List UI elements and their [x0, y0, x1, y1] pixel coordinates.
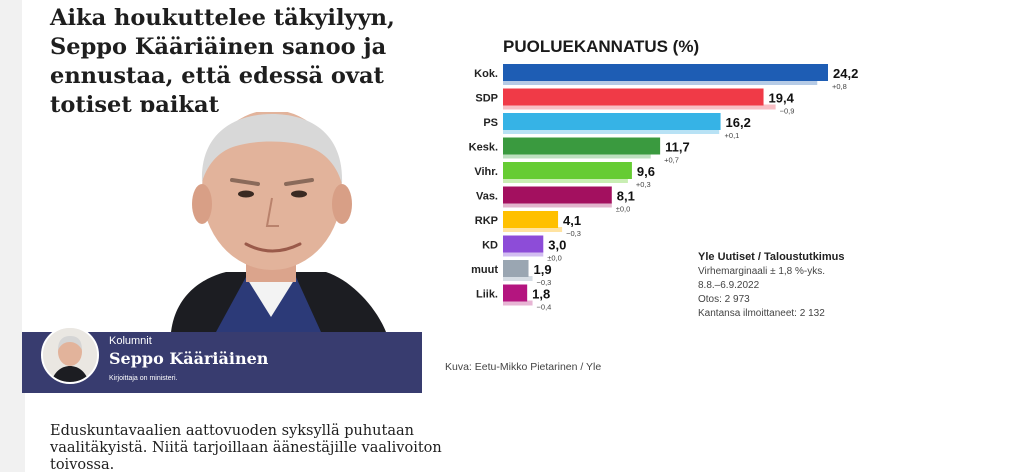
value-label-5: 8,1	[617, 189, 635, 204]
previous-bar-9	[503, 300, 533, 306]
change-label-3: +0,7	[664, 156, 679, 165]
value-label-2: 16,2	[726, 115, 751, 130]
chart-title: PUOLUEKANNATUS (%)	[503, 37, 699, 56]
previous-bar-5	[503, 202, 612, 208]
bar-3	[503, 137, 661, 155]
change-label-2: +0,1	[725, 131, 740, 140]
change-label-4: +0,3	[636, 180, 651, 189]
value-label-8: 1,9	[534, 262, 552, 277]
change-label-6: −0,3	[566, 229, 581, 238]
category-label-4: Vihr.	[474, 166, 498, 178]
previous-bar-4	[503, 178, 628, 183]
previous-bar-3	[503, 153, 651, 159]
bar-9	[503, 284, 528, 302]
category-label-6: RKP	[475, 215, 498, 227]
chart-source-dates: 8.8.–6.9.2022	[698, 280, 760, 291]
left-background-strip-bottom	[22, 393, 25, 472]
category-label-5: Vas.	[476, 191, 498, 203]
bar-5	[503, 186, 612, 204]
category-label-7: KD	[482, 240, 498, 252]
author-name: Seppo Kääriäinen	[109, 349, 269, 368]
previous-bar-8	[503, 276, 533, 281]
category-label-0: Kok.	[474, 68, 498, 80]
change-label-0: +0,8	[832, 82, 847, 91]
change-label-5: ±0,0	[616, 205, 631, 214]
bar-6	[503, 211, 559, 228]
bar-7	[503, 235, 544, 253]
image-caption: Kuva: Eetu-Mikko Pietarinen / Yle	[445, 361, 602, 373]
previous-bar-1	[503, 104, 776, 110]
bar-2	[503, 113, 721, 130]
value-label-3: 11,7	[665, 140, 690, 155]
party-support-chart: PUOLUEKANNATUS (%) Kok. 24,2 +0,8 SDP 19,4 −0…	[430, 0, 885, 360]
value-label-4: 9,6	[637, 164, 655, 179]
change-label-9: −0,4	[537, 303, 552, 312]
change-label-8: −0,3	[537, 278, 552, 287]
category-label-3: Kesk.	[469, 142, 498, 154]
change-label-1: −0,9	[780, 107, 795, 116]
article-lead: Eduskuntavaalien aattovuoden syksyllä pu…	[50, 423, 442, 473]
chart-source-sample: Otos: 2 973	[698, 294, 750, 305]
chart-source-name: Yle Uutiset / Taloustutkimus	[698, 251, 845, 263]
bar-0	[503, 64, 828, 81]
category-label-8: muut	[471, 264, 498, 276]
value-label-1: 19,4	[769, 91, 795, 106]
bar-1	[503, 88, 764, 106]
value-label-6: 4,1	[563, 213, 581, 228]
previous-bar-7	[503, 251, 544, 257]
previous-bar-6	[503, 227, 563, 232]
change-label-7: ±0,0	[547, 254, 562, 263]
author-portrait-photo	[96, 112, 422, 332]
previous-bar-0	[503, 80, 818, 85]
left-background-strip	[0, 0, 22, 472]
bar-4	[503, 162, 632, 179]
value-label-0: 24,2	[833, 66, 858, 81]
category-label-2: PS	[483, 117, 498, 129]
author-avatar	[41, 326, 99, 384]
previous-bar-2	[503, 129, 720, 134]
author-role: Kirjoittaja on ministeri.	[109, 375, 178, 382]
section-label: Kolumnit	[109, 335, 152, 347]
chart-source-margin: Virhemarginaali ± 1,8 %-yks.	[698, 266, 825, 277]
chart-source-respondents: Kantansa ilmoittaneet: 2 132	[698, 308, 825, 319]
value-label-9: 1,8	[532, 287, 550, 302]
value-label-7: 3,0	[548, 238, 566, 253]
article-headline: Aika houkuttelee täkyilyyn, Seppo Kääriä…	[50, 5, 395, 118]
category-label-1: SDP	[475, 93, 498, 105]
category-label-9: Liik.	[476, 289, 498, 301]
bar-8	[503, 260, 529, 277]
